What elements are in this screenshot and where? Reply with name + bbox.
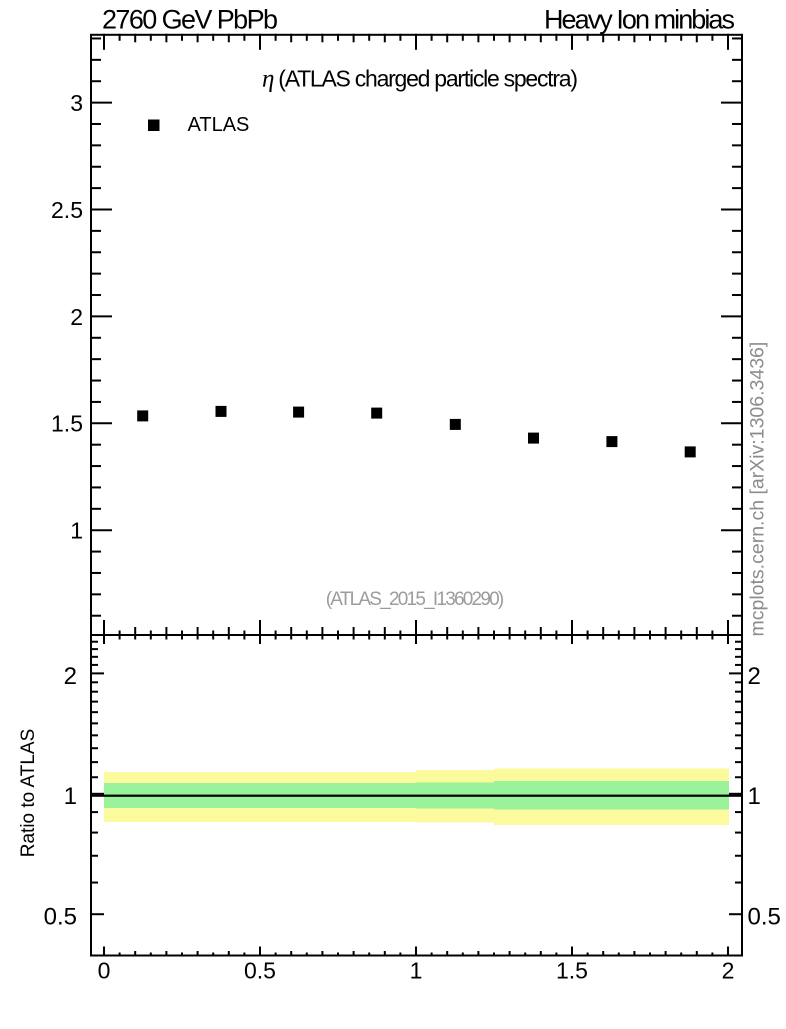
svg-text:(ATLAS_2015_I1360290): (ATLAS_2015_I1360290) [326, 589, 505, 610]
svg-text:Heavy Ion minbias: Heavy Ion minbias [544, 5, 735, 35]
svg-text:1.5: 1.5 [556, 958, 588, 984]
svg-text:2: 2 [64, 663, 77, 690]
svg-text:2: 2 [722, 958, 735, 984]
svg-text:1.5: 1.5 [51, 411, 83, 437]
svg-text:2760 GeV PbPb: 2760 GeV PbPb [102, 5, 278, 35]
svg-text:2.5: 2.5 [51, 197, 83, 223]
svg-text:Ratio to ATLAS: Ratio to ATLAS [18, 729, 39, 858]
svg-text:ATLAS: ATLAS [188, 114, 250, 136]
svg-text:2: 2 [70, 304, 83, 330]
svg-text:0: 0 [98, 958, 111, 984]
svg-text:η (ATLAS charged particle spec: η (ATLAS charged particle spectra) [262, 65, 578, 92]
svg-text:0.5: 0.5 [244, 958, 276, 984]
svg-text:1: 1 [70, 518, 83, 544]
svg-text:1: 1 [410, 958, 423, 984]
svg-text:1: 1 [64, 783, 77, 810]
svg-text:0.5: 0.5 [44, 904, 77, 931]
svg-text:2: 2 [748, 663, 761, 690]
svg-text:3: 3 [70, 90, 83, 116]
svg-text:mcplots.cern.ch [arXiv:1306.34: mcplots.cern.ch [arXiv:1306.3436] [747, 342, 769, 637]
svg-text:0.5: 0.5 [748, 904, 781, 931]
svg-text:1: 1 [748, 783, 761, 810]
